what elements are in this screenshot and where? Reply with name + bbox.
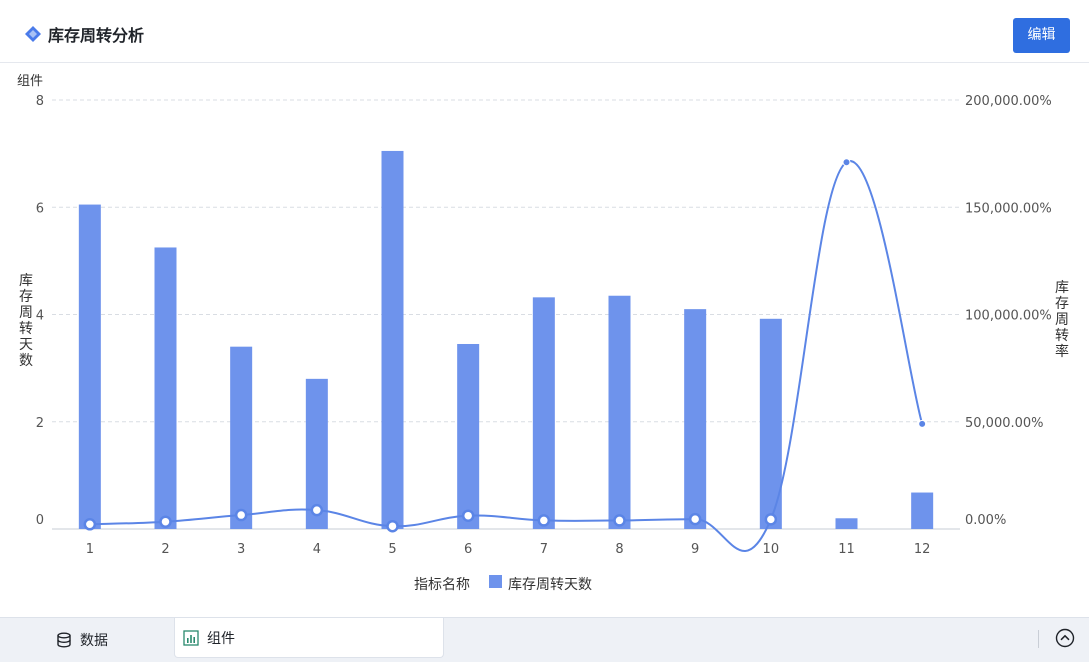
line-point	[83, 518, 97, 531]
line-point	[613, 514, 626, 527]
tab-data[interactable]: 数据	[56, 618, 108, 662]
bar	[835, 518, 858, 529]
tab-widget-label: 组件	[207, 630, 235, 647]
legend-swatch	[489, 575, 502, 588]
bottom-tab-bar: 数据 组件	[0, 617, 1089, 662]
y-axis-title-char: 转	[19, 321, 33, 337]
x-tick-label: 9	[691, 542, 699, 557]
bar	[608, 295, 631, 529]
bar	[532, 297, 555, 529]
x-tick-label: 1	[86, 542, 94, 557]
widget-label: 组件	[17, 74, 44, 89]
x-tick-label: 5	[388, 542, 396, 557]
y-axis-title-char: 库	[19, 273, 33, 289]
y2-axis-title-char: 存	[1055, 296, 1069, 312]
y2-tick-label: 0.00%	[965, 513, 1006, 528]
database-icon	[57, 632, 71, 648]
y2-axis-title-char: 率	[1055, 343, 1069, 360]
legend-label: 库存周转天数	[508, 577, 592, 593]
y-axis-title-char: 数	[19, 353, 33, 369]
tab-widget[interactable]: 组件	[174, 618, 444, 658]
y2-axis-title-char: 周	[1055, 312, 1069, 328]
bar	[78, 204, 101, 529]
y2-axis-title-char: 转	[1055, 328, 1069, 344]
diamond-logo-icon	[25, 26, 41, 42]
line-point	[386, 519, 399, 533]
inventory-turnover-chart: 0 0.00% 2 50,000.00% 4 100,000.00% 6 150,000.00…	[19, 94, 1069, 593]
line-point	[159, 515, 172, 528]
bar	[457, 343, 480, 529]
x-tick-label: 6	[464, 542, 472, 557]
y-axis-title-char: 存	[19, 289, 33, 305]
header-bar: 库存周转分析 编辑	[0, 0, 1089, 63]
y-tick-label: 4	[36, 309, 44, 324]
y2-tick-label: 200,000.00%	[965, 94, 1052, 109]
line-point	[842, 158, 851, 167]
bar	[759, 318, 782, 529]
y2-tick-label: 150,000.00%	[965, 201, 1052, 216]
line-point	[918, 419, 927, 428]
y2-axis-title-char: 库	[1055, 280, 1069, 296]
title-group: 库存周转分析	[24, 22, 144, 46]
page-title: 库存周转分析	[48, 26, 145, 45]
chevron-up-circle-icon[interactable]	[1055, 628, 1075, 648]
x-tick-label: 8	[615, 542, 623, 557]
x-tick-label: 12	[914, 542, 931, 557]
bar	[911, 492, 934, 529]
bar	[154, 247, 177, 529]
y-tick-label: 2	[36, 416, 44, 431]
y2-tick-label: 100,000.00%	[965, 309, 1052, 324]
line-point	[234, 508, 248, 522]
bar	[381, 150, 404, 529]
x-axis-title: 指标名称	[414, 577, 470, 593]
line-point	[688, 512, 702, 526]
x-tick-label: 10	[763, 542, 780, 557]
bar	[305, 378, 328, 529]
bar	[230, 346, 253, 529]
y-axis-title-char: 周	[19, 305, 33, 321]
line-point	[537, 514, 551, 527]
x-tick-label: 3	[237, 542, 245, 557]
x-tick-label: 11	[838, 542, 855, 557]
tab-data-label: 数据	[80, 633, 108, 649]
bar	[684, 309, 707, 529]
line-point	[461, 509, 475, 522]
x-tick-label: 2	[161, 542, 169, 557]
y-tick-label: 0	[36, 513, 44, 528]
y-axis-title-char: 天	[19, 337, 33, 353]
y-tick-label: 8	[36, 94, 44, 109]
line-point	[310, 503, 324, 517]
line-series	[89, 160, 924, 552]
x-tick-label: 4	[313, 542, 321, 557]
y2-tick-label: 50,000.00%	[965, 416, 1044, 431]
y-tick-label: 6	[36, 201, 44, 216]
x-tick-label: 7	[540, 542, 548, 557]
footer-divider	[1038, 630, 1039, 648]
edit-button[interactable]: 编辑	[1013, 18, 1070, 53]
line-point	[764, 513, 778, 526]
chart-icon	[183, 629, 199, 646]
